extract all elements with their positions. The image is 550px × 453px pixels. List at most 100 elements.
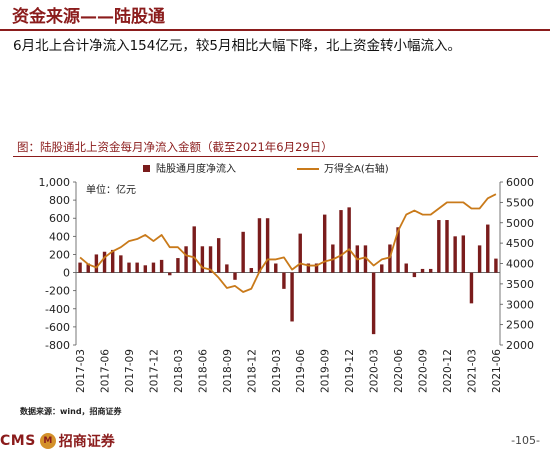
x-axis-ticks: 2017-03 2017-06 2017-09 2017-12 2018-03 2018-… [75,349,503,393]
bar-2017-06 [102,251,107,273]
x-tick-label: 2021-03 [466,349,478,393]
left-tick-label: 400 [49,230,70,243]
bar-2021-03 [469,272,474,304]
left-tick-label: 0 [63,267,70,280]
page-number: -105- [511,434,540,447]
x-tick-label: 2017-03 [75,349,87,393]
unit-label: 单位：亿元 [86,183,136,196]
bar-2018-08 [216,238,221,273]
bar-2018-11 [241,231,245,273]
bar-2019-08 [314,263,319,273]
bar-2018-09 [225,264,229,273]
x-tick-label: 2018-09 [222,349,234,393]
bar-2020-09 [420,268,425,273]
company-logo: CMS M 招商证券 [0,431,115,451]
bar-series [78,207,498,335]
bar-2020-06 [396,227,400,273]
right-tick-label: 2000 [506,339,534,352]
right-tick-label: 5000 [506,217,534,230]
bar-2017-10 [135,262,139,273]
left-tick-label: -400 [45,303,70,316]
bar-2020-12 [445,220,449,273]
bar-2020-07 [404,263,408,273]
bar-2020-03 [371,272,376,335]
bar-2021-04 [477,245,482,273]
chart-title-rule [13,156,538,157]
right-tick-label: 3000 [506,298,534,311]
bar-2019-04 [282,272,286,289]
bar-2021-06 [494,258,498,273]
x-tick-label: 2021-06 [491,349,503,393]
bar-2017-11 [143,265,148,273]
x-tick-label: 2018-12 [246,349,258,393]
bar-2017-07 [110,249,115,273]
bar-2019-09 [322,214,327,273]
left-tick-label: -800 [45,339,70,352]
line-series [79,193,497,293]
bar-2019-07 [306,263,311,273]
bar-2019-11 [339,210,343,273]
title-rule [0,29,550,31]
bar-2020-11 [437,220,441,273]
right-tick-label: 3500 [506,278,534,291]
wind-all-a-line [79,193,497,293]
bar-2019-05 [290,272,294,322]
right-tick-label: 5500 [506,196,534,209]
x-tick-label: 2018-06 [197,349,209,393]
bar-2021-02 [461,235,466,273]
left-tick-label: 200 [49,248,70,261]
logo-chinese-text: 招商证券 [58,434,115,450]
x-tick-label: 2019-06 [295,349,307,393]
source-note: 数据来源：wind，招商证券 [20,407,122,416]
bar-2017-05 [94,254,99,273]
right-tick-label: 6000 [506,176,534,189]
left-tick-label: -600 [45,321,70,334]
left-tick-label: 1,000 [39,176,71,189]
bar-2019-01 [257,218,262,273]
bar-2020-05 [388,244,392,273]
bar-2017-09 [127,262,131,273]
x-tick-label: 2019-09 [320,349,332,393]
bar-2018-10 [233,272,237,280]
chart-title: 图：陆股通北上资金每月净流入金额（截至2021年6月29日） [17,140,333,154]
bar-2021-01 [453,236,457,273]
left-tick-label: -200 [45,285,70,298]
x-tick-label: 2019-03 [271,349,283,393]
legend-line-label: 万得全A(右轴) [324,162,389,175]
left-axis-ticks: -800 -600 -400 -200 0 200 400 600 800 1,000 [39,176,76,352]
bar-2021-05 [486,224,490,273]
summary-text: 6月北上合计净流入154亿元，较5月相比大幅下降，北上资金转小幅流入。 [13,38,461,54]
x-tick-label: 2020-12 [442,349,454,393]
bar-2017-04 [86,263,90,273]
bar-2020-02 [363,245,368,273]
bar-2018-12 [249,268,254,273]
bar-2020-10 [428,268,433,273]
bar-2018-06 [200,246,205,273]
bar-2018-07 [208,246,213,273]
x-tick-label: 2020-03 [369,349,381,393]
bar-2017-12 [151,262,156,273]
bar-2019-06 [298,233,302,273]
x-tick-label: 2017-12 [148,349,160,393]
bar-2018-05 [192,226,196,273]
right-tick-label: 4000 [506,258,534,271]
x-tick-label: 2017-09 [124,349,136,393]
bar-2018-01 [159,259,164,273]
right-axis-ticks: 2000 2500 3000 3500 4000 4500 5000 5500 6000 [500,176,534,352]
x-tick-label: 2017-06 [100,349,112,393]
bar-2019-12 [347,207,351,273]
x-tick-label: 2018-03 [173,349,185,393]
x-tick-label: 2020-06 [393,349,405,393]
bar-2019-03 [274,263,278,273]
left-tick-label: 600 [49,212,70,225]
bar-2019-02 [265,218,270,273]
bar-2020-04 [380,264,384,273]
logo-text: CMS [0,433,36,449]
logo-mark-icon: M [39,433,56,449]
x-tick-label: 2020-09 [418,349,430,393]
bar-2020-08 [412,272,417,278]
legend-bar-swatch [143,165,150,172]
x-tick-label: 2019-12 [344,349,356,393]
left-tick-label: 800 [49,194,70,207]
